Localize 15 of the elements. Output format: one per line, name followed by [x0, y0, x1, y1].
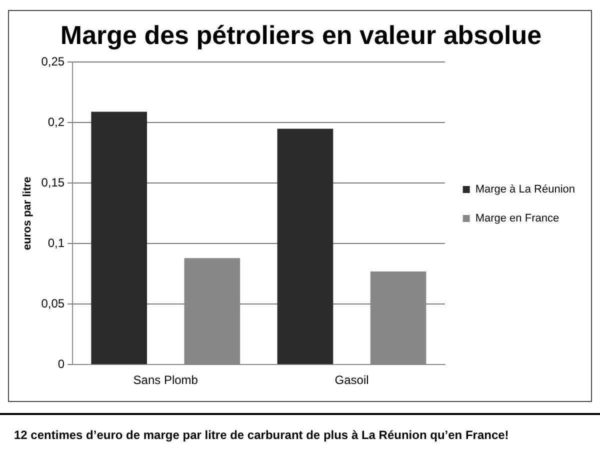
bar	[277, 128, 334, 364]
legend-label: Marge à La Réunion	[475, 184, 576, 196]
chart-title: Marge des pétroliers en valeur absolue	[60, 20, 542, 50]
y-tick-label: 0,05	[41, 296, 65, 310]
y-tick-label: 0,25	[41, 54, 65, 69]
y-tick-label: 0,2	[48, 114, 65, 129]
bar	[91, 112, 148, 364]
x-tick-label: Sans Plomb	[133, 373, 198, 388]
y-axis-title: euros par litre	[22, 176, 34, 250]
y-tick-label: 0,1	[48, 236, 65, 250]
x-tick-label: Gasoil	[334, 373, 369, 388]
legend-label: Marge en France	[475, 212, 560, 225]
y-tick-label: 0	[58, 356, 65, 371]
text: 12 centimes d’euro de marge par litre de carburant de plus à La Réunion qu’en France!	[14, 428, 509, 442]
y-tick-label: 0,15	[41, 175, 65, 190]
